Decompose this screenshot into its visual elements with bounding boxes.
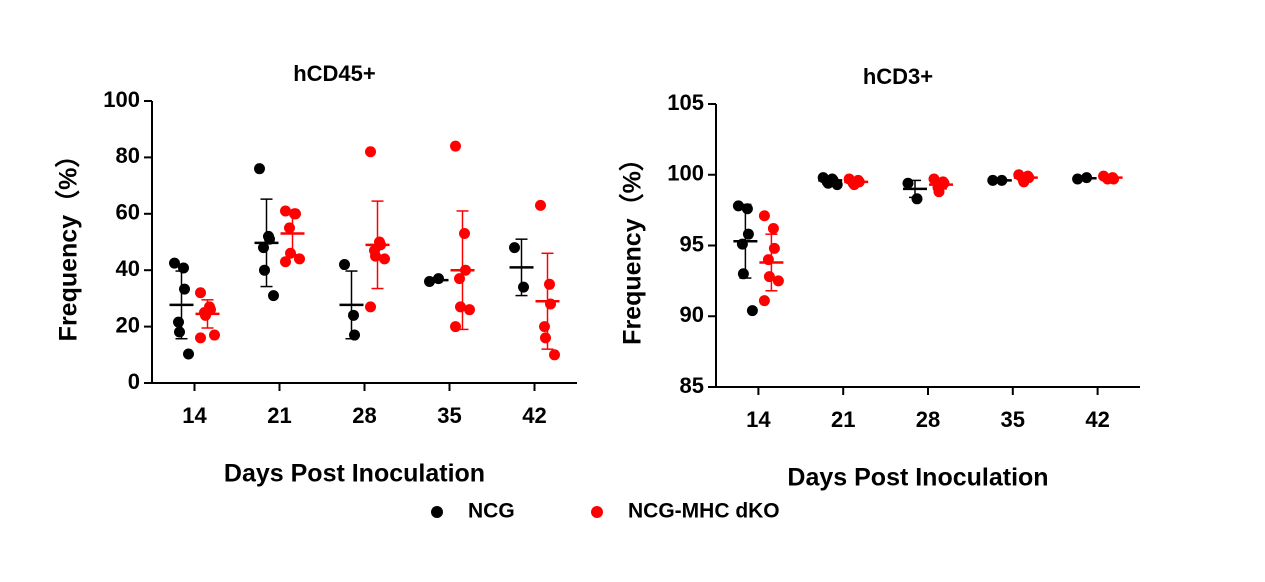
data-point xyxy=(758,210,770,222)
y-tick-label: 105 xyxy=(667,90,704,115)
data-point xyxy=(767,223,779,235)
data-point xyxy=(433,273,444,285)
data-point xyxy=(454,273,465,285)
data-point xyxy=(540,332,551,344)
data-point xyxy=(741,203,753,215)
data-point xyxy=(259,264,270,276)
x-tick-label: 35 xyxy=(437,403,461,428)
data-point xyxy=(928,173,940,185)
data-point xyxy=(544,278,555,290)
data-point xyxy=(539,321,550,333)
data-point xyxy=(763,271,775,283)
data-point xyxy=(254,163,265,175)
data-point xyxy=(294,253,305,265)
data-point xyxy=(746,305,758,317)
x-tick-label: 14 xyxy=(746,407,771,432)
y-tick-label: 60 xyxy=(116,200,140,225)
data-point xyxy=(178,262,189,274)
y-tick-label: 85 xyxy=(680,373,704,398)
data-point xyxy=(195,332,206,344)
data-point xyxy=(268,290,279,302)
y-tick-label: 95 xyxy=(680,231,704,256)
data-point xyxy=(535,199,546,211)
data-point xyxy=(209,329,220,341)
x-tick-label: 28 xyxy=(352,403,376,428)
data-point xyxy=(902,177,914,189)
chart-title: hCD3+ xyxy=(863,64,933,89)
x-tick-label: 21 xyxy=(831,407,855,432)
data-point xyxy=(549,349,560,361)
data-point xyxy=(379,253,390,265)
data-point xyxy=(737,268,749,280)
data-point xyxy=(509,242,520,254)
x-tick-label: 42 xyxy=(522,403,546,428)
x-tick-label: 21 xyxy=(267,403,291,428)
data-point xyxy=(200,309,211,321)
data-point xyxy=(758,295,770,307)
legend-marker xyxy=(431,506,443,518)
data-point xyxy=(459,228,470,240)
data-point xyxy=(450,140,461,152)
data-point xyxy=(1102,173,1114,185)
data-point xyxy=(348,309,359,321)
data-point xyxy=(285,247,296,259)
y-axis-label: Frequency（%） xyxy=(618,146,647,345)
data-point xyxy=(518,281,529,293)
data-point xyxy=(280,205,291,217)
data-point xyxy=(195,287,206,299)
y-tick-label: 100 xyxy=(667,161,704,186)
legend-label: NCG xyxy=(468,500,515,523)
data-point xyxy=(183,348,194,360)
data-point xyxy=(732,200,744,212)
y-tick-label: 40 xyxy=(116,256,140,281)
data-point xyxy=(339,259,350,271)
x-tick-label: 35 xyxy=(1001,407,1025,432)
data-point xyxy=(933,186,945,198)
data-point xyxy=(464,304,475,316)
data-point xyxy=(768,242,780,254)
data-point xyxy=(284,222,295,234)
y-tick-label: 0 xyxy=(128,369,140,394)
data-point xyxy=(911,193,923,205)
data-point xyxy=(169,257,180,269)
chart-title: hCD45+ xyxy=(293,61,376,86)
data-point xyxy=(370,250,381,262)
y-tick-label: 90 xyxy=(680,302,704,327)
x-axis-label: Days Post Inoculation xyxy=(224,460,485,488)
data-point xyxy=(173,316,184,328)
legend-label: NCG-MHC dKO xyxy=(628,500,780,523)
x-axis-label: Days Post Inoculation xyxy=(787,464,1048,492)
data-point xyxy=(450,321,461,333)
y-axis-label: Frequency（%） xyxy=(54,143,83,342)
data-point xyxy=(831,179,843,191)
x-tick-label: 42 xyxy=(1085,407,1109,432)
data-point xyxy=(365,146,376,158)
data-point xyxy=(174,326,185,338)
y-tick-label: 80 xyxy=(116,143,140,168)
data-point xyxy=(280,256,291,268)
data-point xyxy=(455,301,466,313)
data-point xyxy=(772,275,784,287)
data-point xyxy=(179,283,190,295)
x-tick-label: 28 xyxy=(916,407,940,432)
data-point xyxy=(742,228,754,240)
y-tick-label: 100 xyxy=(103,87,140,112)
data-point xyxy=(290,208,301,220)
data-point xyxy=(365,301,376,313)
data-point xyxy=(258,242,269,254)
data-point xyxy=(1018,176,1030,188)
data-point xyxy=(349,329,360,341)
x-tick-label: 14 xyxy=(182,403,207,428)
y-tick-label: 20 xyxy=(116,312,140,337)
data-point xyxy=(424,275,435,287)
legend-marker xyxy=(591,506,603,518)
